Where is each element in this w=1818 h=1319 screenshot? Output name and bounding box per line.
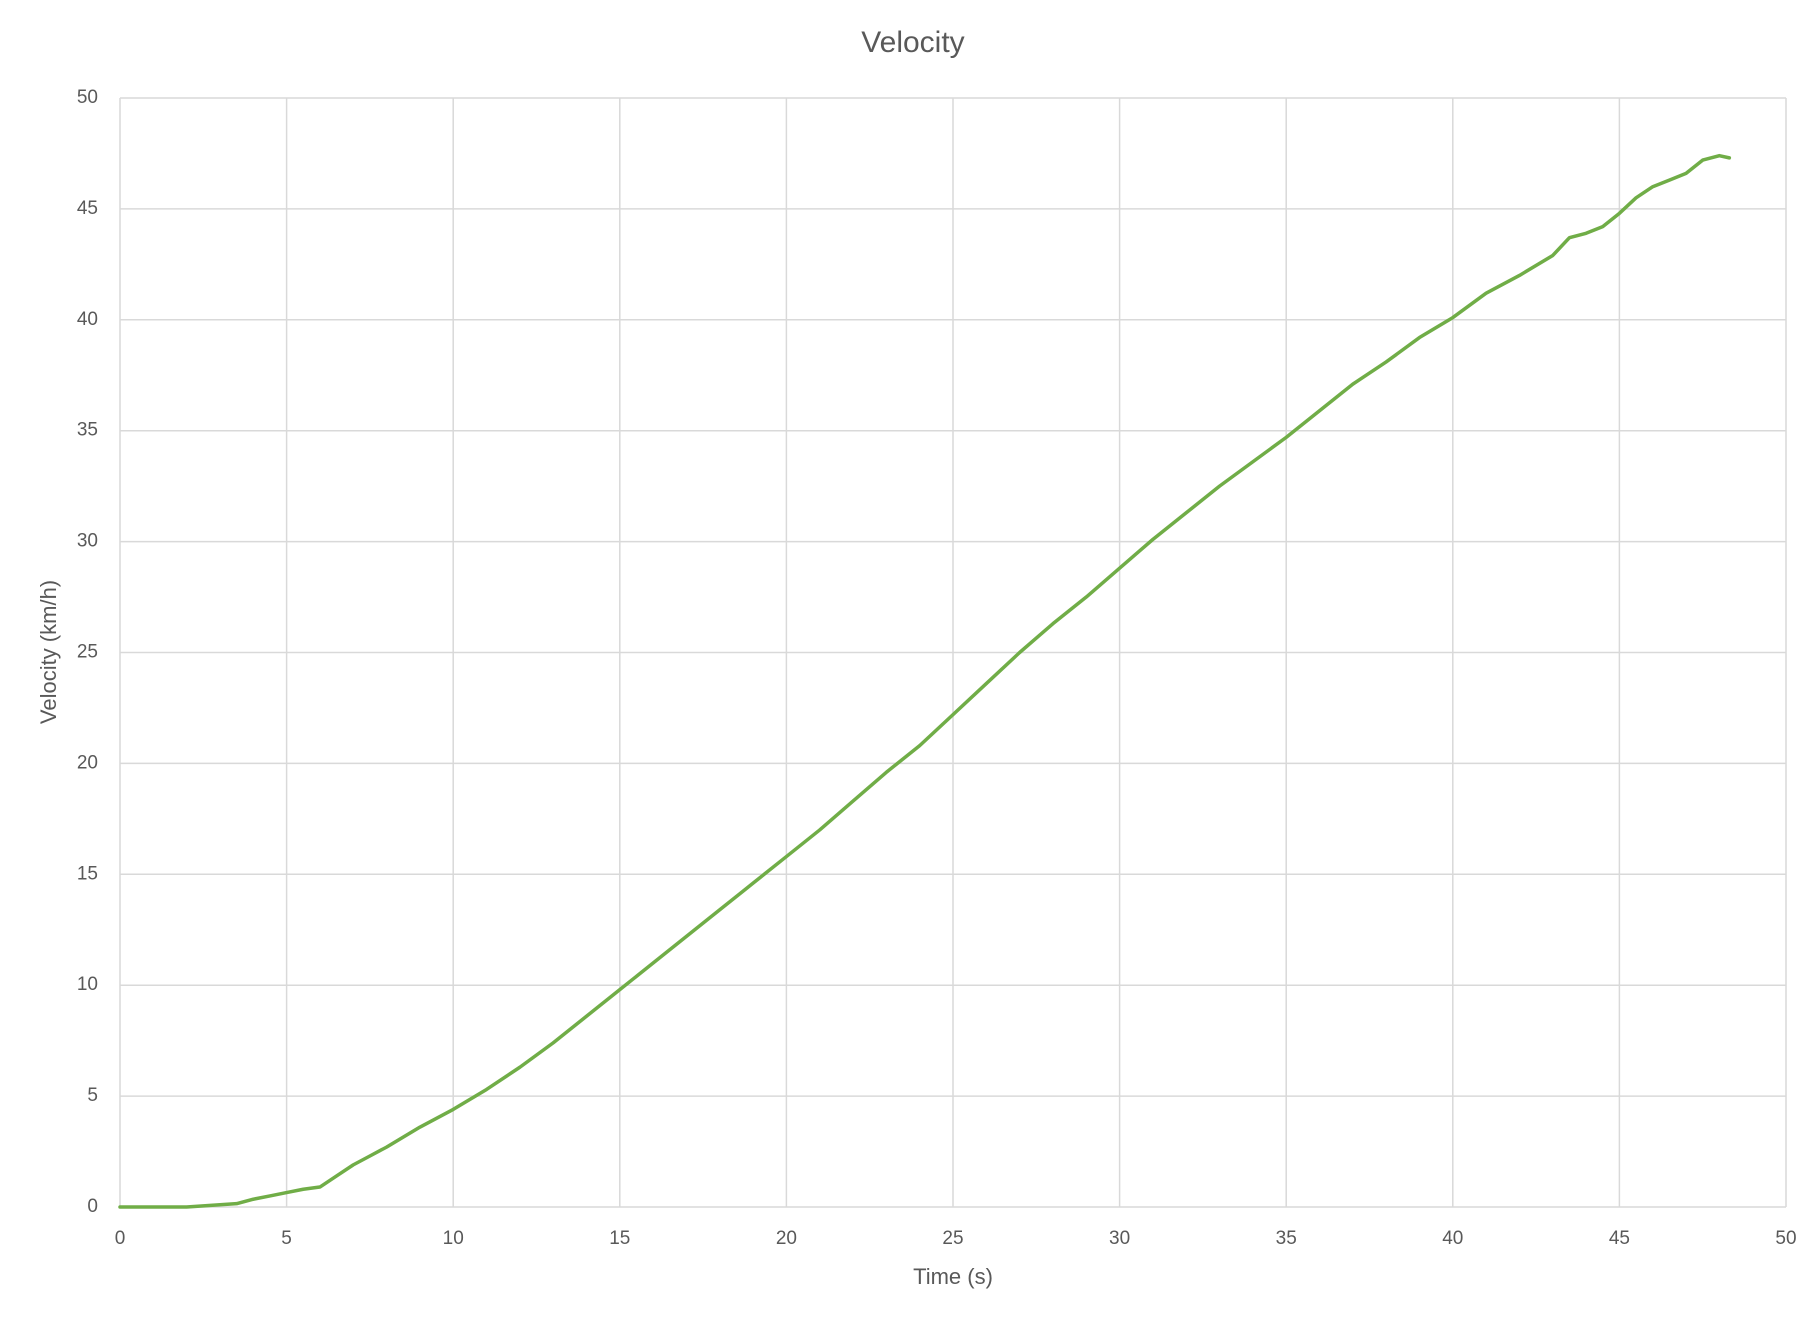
y-axis-title: Velocity (km/h)	[36, 580, 61, 724]
x-tick-label: 45	[1609, 1228, 1630, 1249]
y-tick-label: 50	[77, 87, 98, 108]
x-tick-label: 10	[443, 1228, 464, 1249]
x-tick-label: 35	[1276, 1228, 1297, 1249]
y-tick-label: 35	[77, 420, 98, 441]
x-tick-label: 25	[942, 1228, 963, 1249]
x-tick-label: 5	[281, 1228, 292, 1249]
x-axis-title: Time (s)	[913, 1264, 993, 1289]
data-line	[118, 153, 1732, 1209]
y-tick-label: 5	[87, 1085, 98, 1106]
y-tick-label: 25	[77, 642, 98, 663]
y-tick-label: 30	[77, 531, 98, 552]
x-tick-label: 20	[776, 1228, 797, 1249]
y-tick-label: 10	[77, 974, 98, 995]
x-tick-label: 40	[1442, 1228, 1463, 1249]
chart-title: Velocity	[861, 26, 964, 59]
x-tick-label: 30	[1109, 1228, 1130, 1249]
y-tick-label: 40	[77, 309, 98, 330]
x-tick-label: 50	[1775, 1228, 1796, 1249]
y-tick-label: 0	[87, 1196, 98, 1217]
y-tick-label: 15	[77, 863, 98, 884]
x-tick-label: 0	[115, 1228, 126, 1249]
y-tick-label: 20	[77, 752, 98, 773]
y-tick-label: 45	[77, 198, 98, 219]
x-tick-label: 15	[609, 1228, 630, 1249]
